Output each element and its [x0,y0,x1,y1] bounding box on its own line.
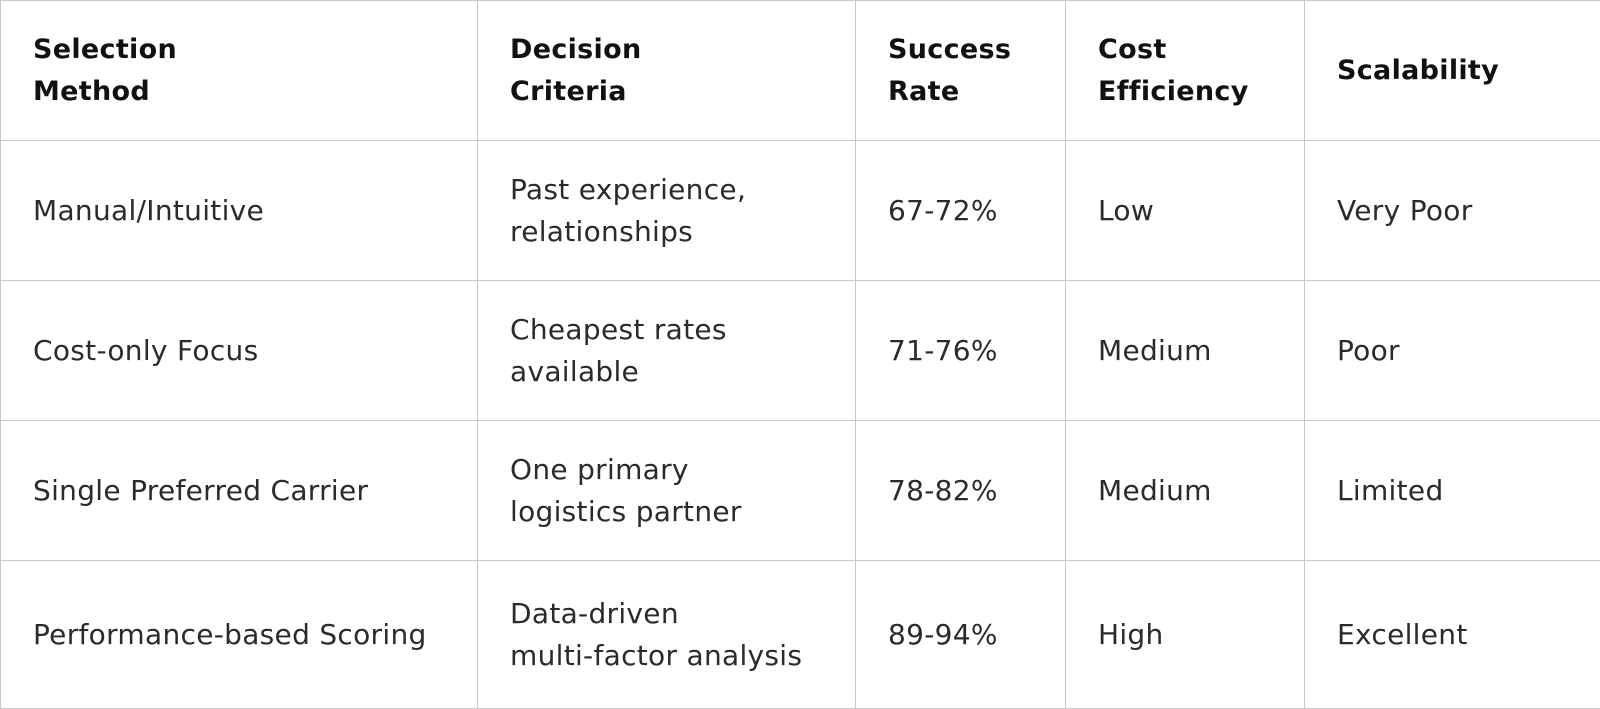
cell-scalability: Limited [1305,421,1600,561]
table-row: Cost-only Focus Cheapest rates available… [1,281,1600,421]
cell-decision-criteria: One primary logistics partner [478,421,856,561]
cell-decision-criteria: Past experience, relationships [478,141,856,281]
header-selection-method: Selection Method [1,1,478,141]
cell-selection-method: Manual/Intuitive [1,141,478,281]
cell-decision-criteria: Data-driven multi-factor analysis [478,561,856,709]
cell-cost-efficiency: Medium [1066,281,1305,421]
table-row: Manual/Intuitive Past experience, relati… [1,141,1600,281]
header-row: Selection Method Decision Criteria Succe… [1,1,1600,141]
cell-cost-efficiency: Medium [1066,421,1305,561]
cell-selection-method: Performance-based Scoring [1,561,478,709]
cell-cost-efficiency: High [1066,561,1305,709]
cell-cost-efficiency: Low [1066,141,1305,281]
header-success-rate: Success Rate [856,1,1066,141]
cell-scalability: Excellent [1305,561,1600,709]
cell-scalability: Very Poor [1305,141,1600,281]
cell-selection-method: Single Preferred Carrier [1,421,478,561]
cell-success-rate: 71-76% [856,281,1066,421]
header-decision-criteria: Decision Criteria [478,1,856,141]
table-row: Single Preferred Carrier One primary log… [1,421,1600,561]
header-scalability: Scalability [1305,1,1600,141]
table-row: Performance-based Scoring Data-driven mu… [1,561,1600,709]
header-cost-efficiency: Cost Efficiency [1066,1,1305,141]
cell-success-rate: 78-82% [856,421,1066,561]
cell-decision-criteria: Cheapest rates available [478,281,856,421]
cell-success-rate: 67-72% [856,141,1066,281]
cell-selection-method: Cost-only Focus [1,281,478,421]
cell-success-rate: 89-94% [856,561,1066,709]
cell-scalability: Poor [1305,281,1600,421]
